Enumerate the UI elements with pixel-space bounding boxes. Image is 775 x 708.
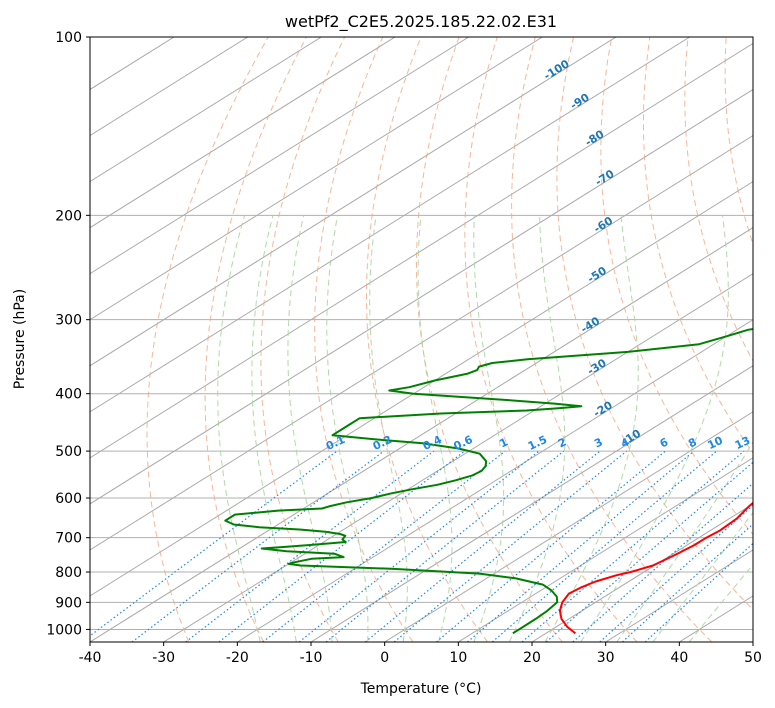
x-tick-label: -10 bbox=[300, 650, 323, 666]
background-lines bbox=[82, 37, 775, 642]
y-tick-label: 900 bbox=[55, 595, 82, 611]
x-tick-label: 0 bbox=[380, 650, 389, 666]
y-tick-label: 300 bbox=[55, 313, 82, 329]
mixing-ratio-line bbox=[522, 451, 744, 642]
y-tick-label: 500 bbox=[55, 444, 82, 460]
mixing-ratio-label: 1 bbox=[498, 435, 510, 450]
isotherm-line bbox=[532, 37, 775, 642]
dry-adiabat-line bbox=[643, 37, 775, 642]
isotherm-line bbox=[0, 37, 542, 642]
y-tick-label: 1000 bbox=[46, 622, 82, 638]
mixing-ratio-line bbox=[299, 451, 539, 642]
isotherm-line bbox=[0, 37, 775, 642]
isotherm-line bbox=[458, 37, 775, 642]
y-axis-ticks: 100 200 300 400 500 600 700 800 900 1000 bbox=[46, 30, 90, 638]
mixing-ratio-label: 10 bbox=[706, 434, 726, 452]
isotherm-line bbox=[16, 37, 775, 642]
moist-adiabat-line bbox=[474, 215, 504, 642]
dry-adiabat-line bbox=[315, 37, 413, 642]
moist-adiabat-line bbox=[288, 215, 332, 642]
chart-title: wetPf2_C2E5.2025.185.22.02.E31 bbox=[285, 12, 557, 32]
isotherm-label: -50 bbox=[585, 264, 609, 286]
mixing-ratio-line bbox=[546, 451, 766, 642]
mixing-ratio-line bbox=[573, 451, 775, 642]
mixing-ratio-label: 3 bbox=[592, 435, 604, 450]
dry-adiabat-line bbox=[685, 37, 775, 642]
mixing-ratio-line bbox=[394, 451, 626, 642]
x-tick-label: 50 bbox=[744, 650, 762, 666]
grid-layer bbox=[0, 37, 775, 642]
isotherm-label: -40 bbox=[579, 314, 603, 336]
moist-adiabat-line bbox=[327, 215, 368, 642]
isotherm-line bbox=[0, 37, 690, 642]
isotherm-line bbox=[0, 37, 775, 642]
isotherm-line bbox=[0, 37, 248, 642]
x-tick-label: -40 bbox=[79, 650, 102, 666]
isotherm-label: -60 bbox=[591, 214, 615, 236]
isotherm-label: -20 bbox=[591, 398, 615, 420]
y-axis-label: Pressure (hPa) bbox=[12, 289, 28, 389]
dry-adiabat-line bbox=[465, 37, 637, 642]
moist-adiabat-line bbox=[617, 215, 775, 642]
isotherm-line bbox=[0, 37, 395, 642]
y-tick-label: 700 bbox=[55, 531, 82, 547]
mixing-ratio-label: 6 bbox=[658, 435, 671, 450]
y-tick-label: 100 bbox=[55, 30, 82, 46]
y-tick-label: 200 bbox=[55, 208, 82, 224]
x-axis-label: Temperature (°C) bbox=[360, 681, 482, 697]
mixing-ratio-line bbox=[622, 451, 775, 642]
x-tick-label: 10 bbox=[449, 650, 467, 666]
x-tick-label: 30 bbox=[597, 650, 615, 666]
mixing-ratio-line bbox=[468, 451, 695, 642]
moist-adiabat-line bbox=[418, 215, 452, 642]
dry-adiabat-line bbox=[557, 37, 775, 642]
moist-adiabat-line bbox=[581, 215, 729, 642]
isotherm-line bbox=[311, 37, 775, 642]
moist-adiabat-line bbox=[252, 215, 296, 642]
isotherm-line bbox=[679, 37, 775, 642]
y-tick-label: 400 bbox=[55, 387, 82, 403]
mixing-ratio-line bbox=[186, 451, 434, 642]
mixing-ratio-label: 16 bbox=[755, 434, 775, 452]
mixing-ratio-label: 13 bbox=[733, 434, 752, 452]
isotherm-label: -80 bbox=[583, 127, 607, 149]
temperature-profile-line bbox=[560, 37, 775, 633]
isotherm-label: -30 bbox=[585, 356, 609, 378]
plot-frame bbox=[90, 37, 753, 642]
x-tick-label: -20 bbox=[226, 650, 249, 666]
mixing-ratio-label: 0.2 bbox=[371, 433, 394, 453]
dry-adiabat-line bbox=[601, 37, 775, 642]
isotherm-label: -90 bbox=[568, 91, 592, 113]
mixing-ratio-label: 1.5 bbox=[526, 433, 549, 453]
y-tick-label: 800 bbox=[55, 565, 82, 581]
mixing-ratio-label: 2 bbox=[556, 435, 568, 450]
x-axis-ticks: -40 -30 -20 -10 0 10 20 30 40 50 bbox=[79, 642, 762, 666]
mixing-ratio-line bbox=[365, 451, 600, 642]
x-tick-label: -30 bbox=[152, 650, 175, 666]
mixing-ratio-line bbox=[492, 451, 716, 642]
dry-adiabat-line bbox=[764, 37, 775, 642]
isotherm-line bbox=[606, 37, 775, 642]
mixing-ratio-line bbox=[436, 451, 665, 642]
x-tick-label: 40 bbox=[670, 650, 688, 666]
mixing-ratio-line bbox=[326, 451, 564, 642]
y-tick-label: 600 bbox=[55, 491, 82, 507]
moist-adiabat-line bbox=[218, 215, 261, 642]
isotherm-line bbox=[753, 37, 775, 642]
x-tick-label: 20 bbox=[523, 650, 541, 666]
isotherm-label: -70 bbox=[593, 167, 617, 189]
isotherm-label: -100 bbox=[541, 57, 572, 83]
